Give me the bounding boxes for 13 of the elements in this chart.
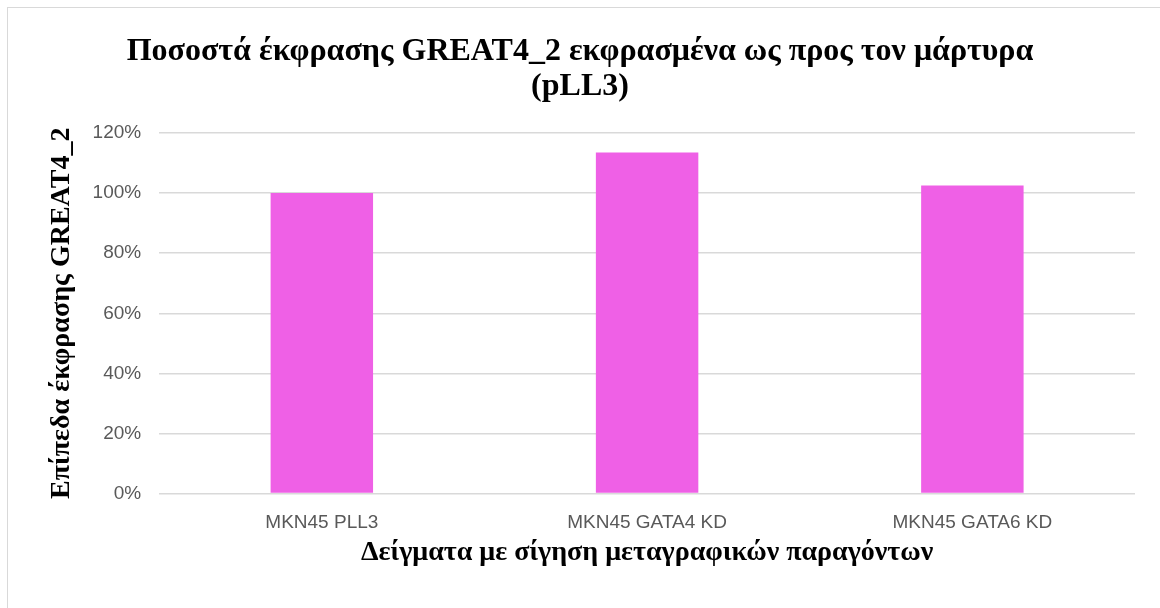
- x-axis-title: Δείγματα με σίγηση μεταγραφικών παραγόντων: [360, 535, 934, 567]
- chart-title: Ποσοστά έκφρασης GREAT4_2 εκφρασμένα ως προς τον μάρτυρα (pLL3): [125, 31, 1035, 102]
- y-tick-label: 100%: [92, 181, 142, 203]
- x-tick-label: MKN45 GATA4 KD: [567, 511, 727, 533]
- x-tick-label: MKN45 GATA6 KD: [892, 511, 1053, 533]
- y-axis-title: Επίπεδα έκφρασης GREAT4_2: [44, 127, 76, 499]
- y-tick-label: 20%: [103, 421, 142, 443]
- y-tick-label: 120%: [92, 121, 142, 143]
- y-tick-label: 80%: [103, 241, 142, 263]
- y-tick-label: 40%: [103, 361, 142, 383]
- x-tick-label: MKN45 PLL3: [265, 511, 379, 533]
- y-tick-label: 0%: [113, 481, 142, 503]
- y-tick-label: 60%: [103, 301, 142, 323]
